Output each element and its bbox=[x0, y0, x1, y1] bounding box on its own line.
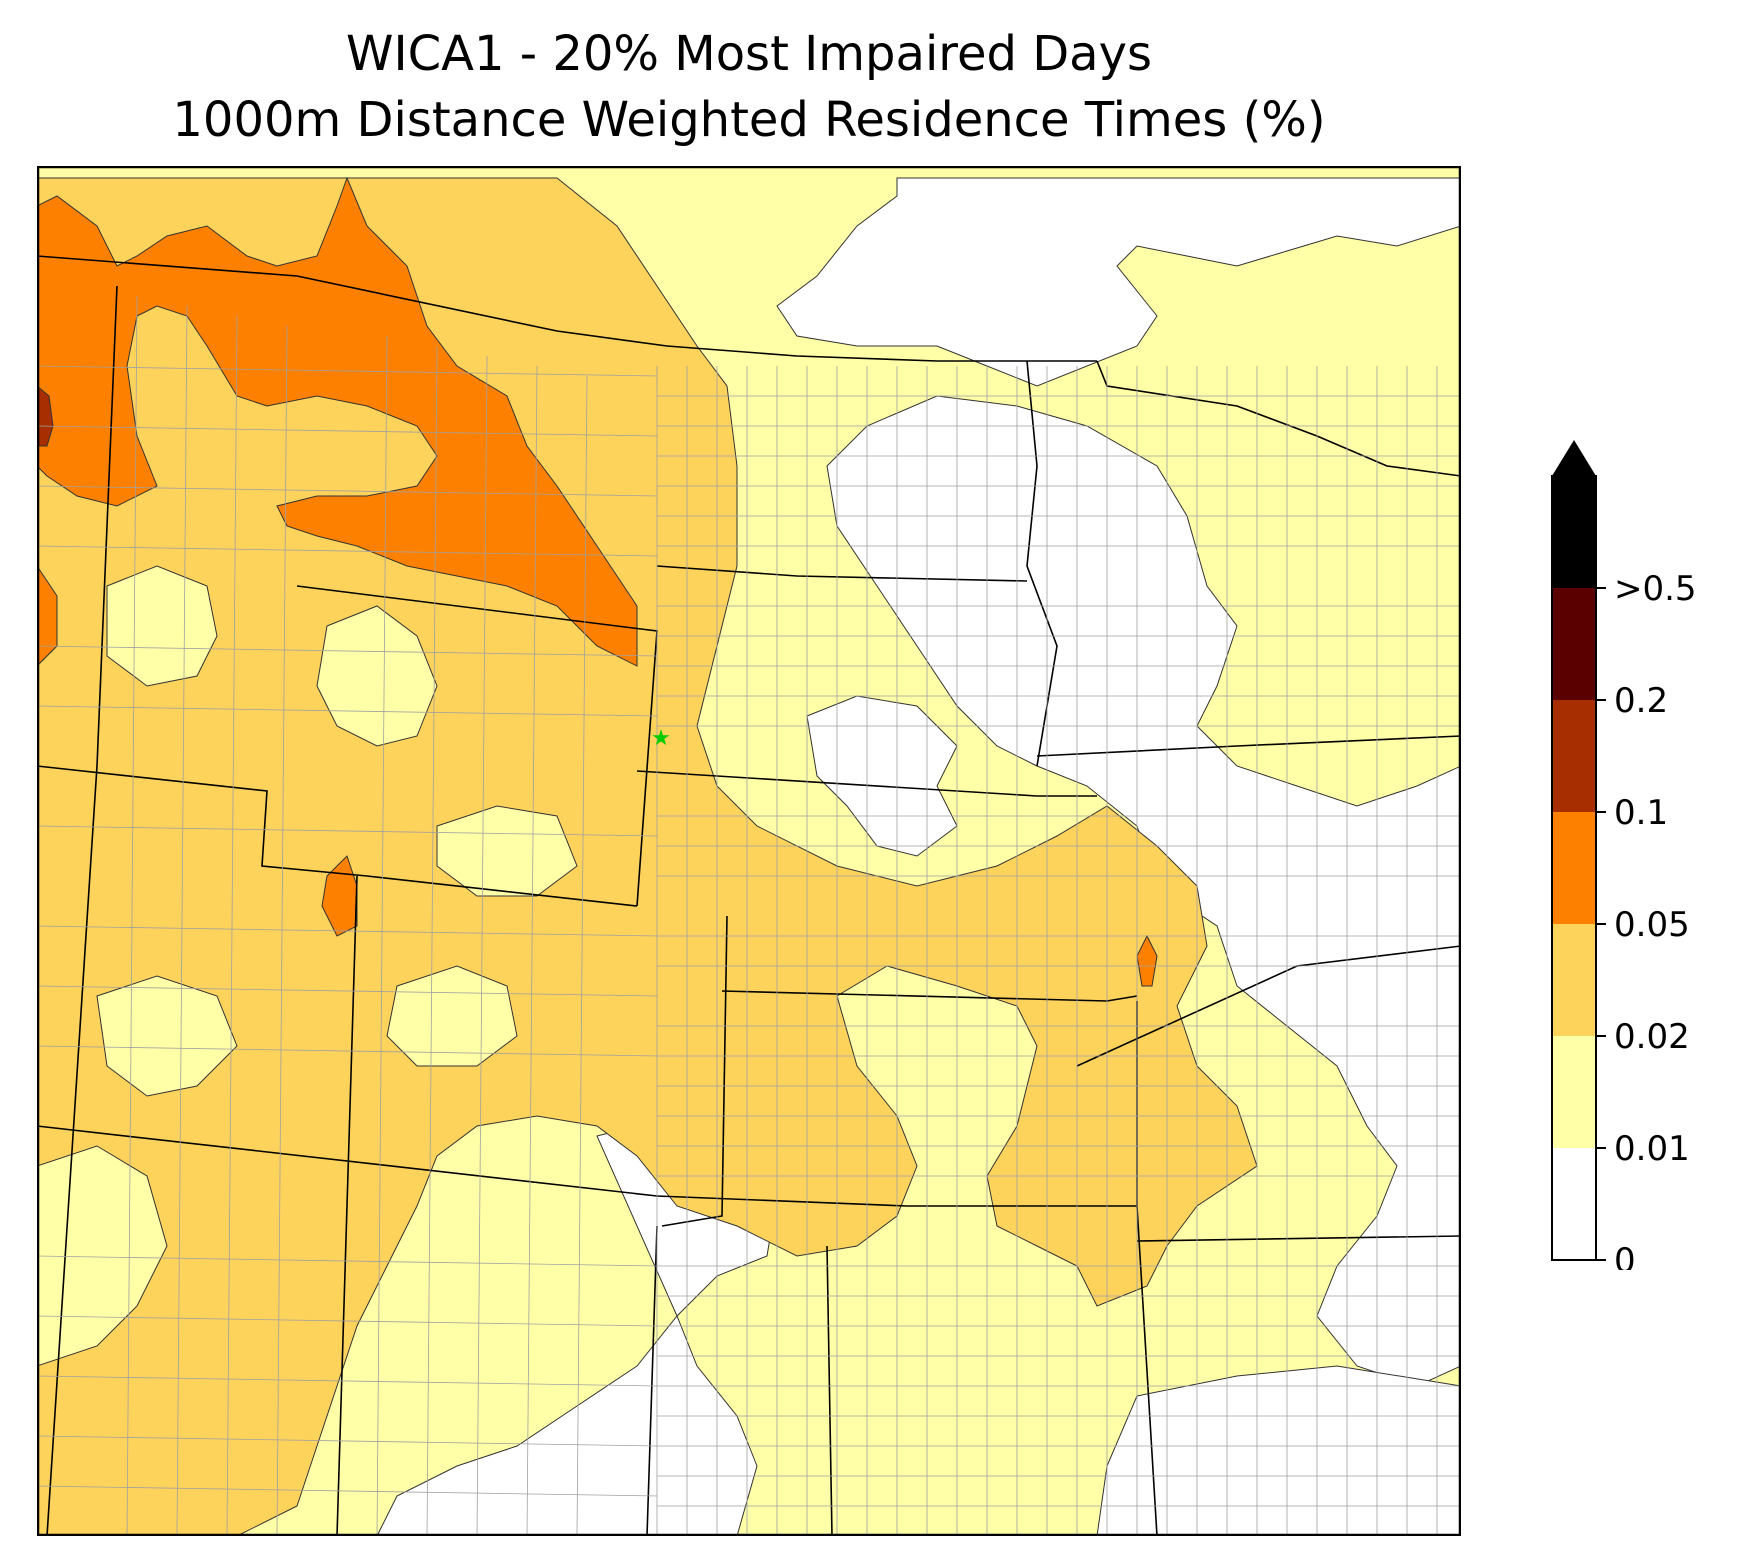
contour-white-northeast bbox=[776, 177, 1461, 387]
contour-high-iowa bbox=[1136, 934, 1158, 987]
colorbar-tick-label: 0.2 bbox=[1614, 681, 1668, 721]
contour-high-montana bbox=[37, 176, 638, 667]
contour-light-utah bbox=[96, 975, 238, 1097]
colorbar-segments bbox=[1551, 475, 1597, 1261]
colorbar-tick-label: 0.05 bbox=[1614, 905, 1690, 945]
colorbar-segment bbox=[1552, 812, 1596, 924]
contour-white-dakotas bbox=[826, 395, 1461, 1387]
colorbar-segment bbox=[1552, 924, 1596, 1036]
map-title-line-1: WICA1 - 20% Most Impaired Days bbox=[345, 26, 1152, 82]
map-frame bbox=[37, 166, 1461, 1536]
contour-light-idaho bbox=[106, 565, 218, 687]
colorbar-tick-label: 0 bbox=[1614, 1241, 1636, 1270]
colorbar-tick-label: 0.01 bbox=[1614, 1129, 1690, 1169]
colorbar-tick-label: 0.1 bbox=[1614, 793, 1668, 833]
colorbar-segment bbox=[1552, 1036, 1596, 1148]
contour-light-colorado bbox=[386, 965, 518, 1067]
map-title-line-2: 1000m Distance Weighted Residence Times … bbox=[172, 92, 1326, 148]
county-boundaries bbox=[37, 295, 1461, 1536]
contour-white-southeast bbox=[1096, 1365, 1461, 1536]
contour-light-wy-south bbox=[436, 805, 578, 897]
residence-time-map: ★ bbox=[37, 166, 1461, 1536]
colorbar-tick-label: >0.5 bbox=[1614, 569, 1697, 609]
colorbar: 0 0.01 0.02 0.05 0.1 0.2 >0.5 bbox=[1551, 440, 1697, 1270]
colorbar-tick-label: 0.02 bbox=[1614, 1017, 1690, 1057]
colorbar-extend-arrow bbox=[1552, 440, 1596, 476]
contour-high-utah bbox=[321, 855, 358, 937]
colorbar-segment bbox=[1552, 476, 1596, 588]
colorbar-ticks: 0 0.01 0.02 0.05 0.1 0.2 >0.5 bbox=[1596, 569, 1697, 1270]
colorbar-segment bbox=[1552, 700, 1596, 812]
colorbar-segment bbox=[1552, 1148, 1596, 1260]
colorbar-segment bbox=[1552, 588, 1596, 700]
site-star-marker: ★ bbox=[651, 726, 671, 751]
contour-max-northwest bbox=[37, 385, 54, 447]
